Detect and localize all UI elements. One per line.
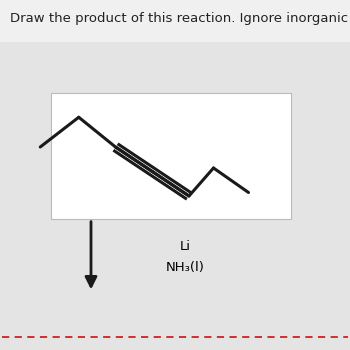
FancyBboxPatch shape bbox=[0, 0, 350, 42]
Text: Li: Li bbox=[180, 240, 191, 253]
Text: NH₃(l): NH₃(l) bbox=[166, 260, 205, 274]
FancyBboxPatch shape bbox=[51, 93, 290, 219]
Text: Draw the product of this reaction. Ignore inorganic byproducts.: Draw the product of this reaction. Ignor… bbox=[10, 12, 350, 25]
